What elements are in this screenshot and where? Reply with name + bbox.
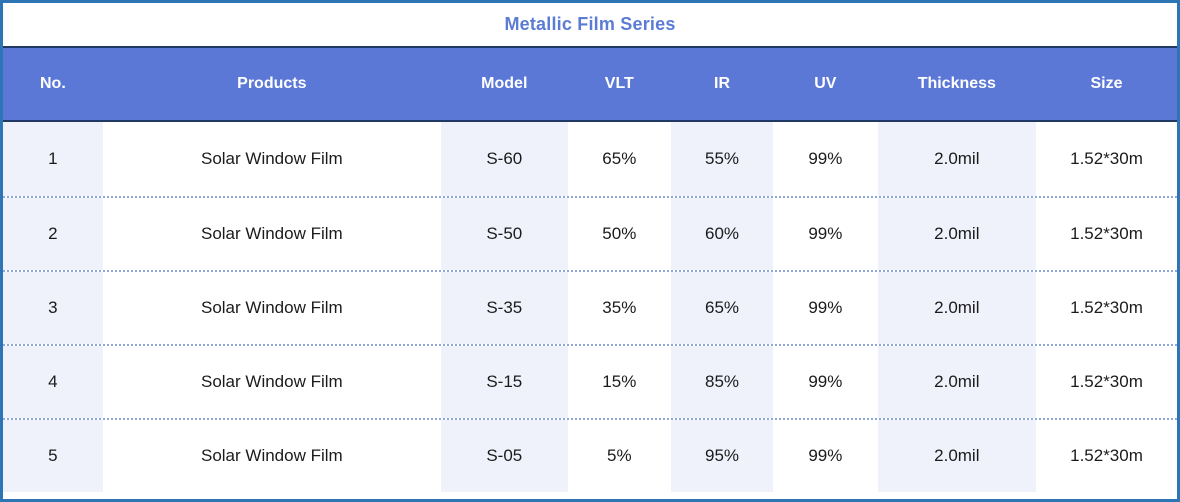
cell-model: S-05 <box>440 420 568 492</box>
cell-thickness: 2.0mil <box>877 346 1037 418</box>
cell-size: 1.52*30m <box>1070 372 1143 391</box>
cell-no: 3 <box>3 272 103 344</box>
cell-size: 1.52*30m <box>1070 298 1143 317</box>
cell-vlt: 35% <box>602 298 637 317</box>
cell-products: Solar Window Film <box>200 372 343 391</box>
cell-uv: 99% <box>808 298 843 317</box>
table-row: 5 Solar Window Film S-05 5% 95% 99% 2.0m… <box>3 418 1177 492</box>
table-row: 3 Solar Window Film S-35 35% 65% 99% 2.0… <box>3 270 1177 344</box>
cell-thickness: 2.0mil <box>877 122 1037 196</box>
cell-model: S-15 <box>440 346 568 418</box>
cell-model: S-60 <box>440 122 568 196</box>
cell-vlt: 5% <box>607 446 632 465</box>
table-row: 2 Solar Window Film S-50 50% 60% 99% 2.0… <box>3 196 1177 270</box>
bottom-spacer <box>3 492 1177 499</box>
column-header-uv: UV <box>814 75 837 92</box>
cell-uv: 99% <box>808 372 843 391</box>
cell-no: 5 <box>3 420 103 492</box>
cell-vlt: 15% <box>602 372 637 391</box>
cell-vlt: 65% <box>602 149 637 168</box>
table-row: 1 Solar Window Film S-60 65% 55% 99% 2.0… <box>3 122 1177 196</box>
cell-uv: 99% <box>808 149 843 168</box>
cell-thickness: 2.0mil <box>877 198 1037 270</box>
cell-products: Solar Window Film <box>200 149 343 168</box>
table-body: 1 Solar Window Film S-60 65% 55% 99% 2.0… <box>3 122 1177 492</box>
table-row: 4 Solar Window Film S-15 15% 85% 99% 2.0… <box>3 344 1177 418</box>
cell-no: 2 <box>3 198 103 270</box>
table-header-row: No. Products Model VLT IR UV Thickness S… <box>3 48 1177 122</box>
cell-ir: 55% <box>670 122 774 196</box>
cell-products: Solar Window Film <box>200 446 343 465</box>
cell-products: Solar Window Film <box>200 298 343 317</box>
cell-thickness: 2.0mil <box>877 272 1037 344</box>
cell-model: S-50 <box>440 198 568 270</box>
column-header-size: Size <box>1090 75 1123 92</box>
cell-size: 1.52*30m <box>1070 224 1143 243</box>
cell-no: 1 <box>3 122 103 196</box>
cell-no: 4 <box>3 346 103 418</box>
column-header-vlt: VLT <box>604 75 634 92</box>
cell-uv: 99% <box>808 224 843 243</box>
cell-ir: 60% <box>670 198 774 270</box>
cell-thickness: 2.0mil <box>877 420 1037 492</box>
cell-size: 1.52*30m <box>1070 149 1143 168</box>
column-header-no: No. <box>40 75 66 92</box>
cell-uv: 99% <box>808 446 843 465</box>
column-header-thickness: Thickness <box>917 75 996 92</box>
cell-model: S-35 <box>440 272 568 344</box>
cell-products: Solar Window Film <box>200 224 343 243</box>
table-title: Metallic Film Series <box>3 3 1177 48</box>
cell-vlt: 50% <box>602 224 637 243</box>
column-header-ir: IR <box>714 75 731 92</box>
cell-ir: 85% <box>670 346 774 418</box>
column-header-model: Model <box>481 75 528 92</box>
cell-size: 1.52*30m <box>1070 446 1143 465</box>
cell-ir: 95% <box>670 420 774 492</box>
column-header-products: Products <box>237 75 307 92</box>
cell-ir: 65% <box>670 272 774 344</box>
